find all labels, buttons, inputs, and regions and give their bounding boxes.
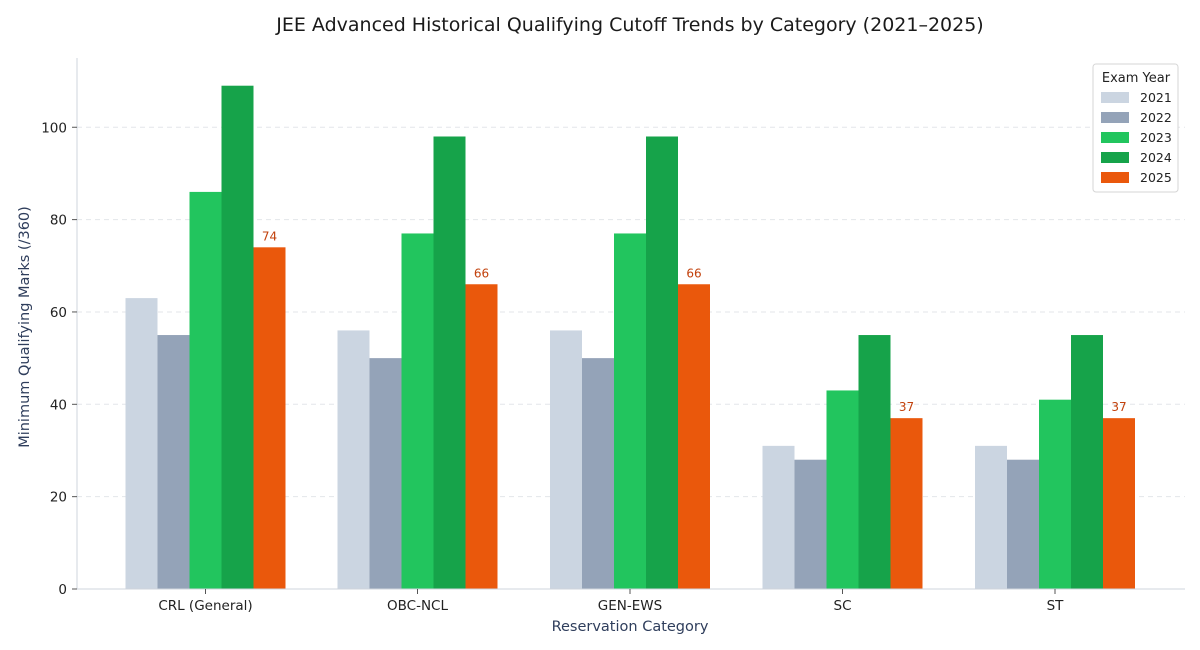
- bar-2022-3: [794, 459, 827, 589]
- bar-2023-4: [1039, 399, 1071, 589]
- y-tick-label: 20: [50, 490, 67, 506]
- legend-swatch-2025: [1101, 172, 1129, 183]
- bar-2023-1: [401, 233, 434, 589]
- legend-label-2023: 2023: [1140, 130, 1172, 145]
- bar-2025-4: [1103, 418, 1135, 589]
- legend-label-2022: 2022: [1140, 110, 1172, 125]
- legend-title: Exam Year: [1102, 71, 1171, 86]
- bar-2022-4: [1007, 459, 1039, 589]
- x-tick-label: SC: [834, 598, 852, 614]
- data-label: 37: [899, 400, 914, 414]
- bar-2024-3: [858, 335, 891, 589]
- bar-2024-1: [433, 136, 466, 589]
- bar-2024-4: [1071, 335, 1103, 589]
- legend-label-2024: 2024: [1140, 150, 1172, 165]
- bar-2022-2: [582, 358, 614, 589]
- legend-swatch-2024: [1101, 152, 1129, 163]
- bar-2021-0: [125, 298, 158, 589]
- data-label: 37: [1111, 400, 1126, 414]
- x-tick-label: ST: [1047, 598, 1065, 614]
- bar-2025-0: [253, 247, 286, 589]
- y-axis-label: Minimum Qualifying Marks (/360): [17, 206, 33, 448]
- data-labels: 74 66 66 37 37: [262, 229, 1127, 414]
- axes: [76, 58, 1185, 590]
- legend-label-2025: 2025: [1140, 170, 1172, 185]
- legend-swatch-2023: [1101, 132, 1129, 143]
- legend: Exam Year 2021 2022 2023 2024 2025: [1092, 63, 1179, 193]
- bar-2025-1: [465, 284, 498, 589]
- y-axis-ticks: 0 20 40 60 80 100: [41, 120, 77, 598]
- x-tick-label: GEN-EWS: [598, 598, 662, 614]
- legend-swatch-2021: [1101, 92, 1129, 103]
- bar-2025-3: [890, 418, 923, 589]
- bar-2024-0: [221, 85, 254, 589]
- bar-2021-2: [550, 330, 582, 589]
- bar-2021-3: [762, 445, 795, 589]
- bar-2023-0: [189, 191, 222, 589]
- bar-2021-4: [975, 445, 1007, 589]
- y-tick-label: 0: [58, 582, 67, 598]
- bar-2024-2: [646, 136, 678, 589]
- bar-2023-2: [614, 233, 646, 589]
- legend-swatch-2022: [1101, 112, 1129, 123]
- chart-title: JEE Advanced Historical Qualifying Cutof…: [275, 14, 983, 36]
- y-tick-label: 40: [50, 397, 67, 413]
- data-label: 66: [686, 266, 701, 280]
- y-tick-label: 80: [50, 213, 67, 229]
- y-tick-label: 100: [41, 120, 67, 136]
- bar-2023-3: [826, 390, 859, 589]
- x-tick-label: OBC-NCL: [387, 598, 448, 614]
- bar-2021-1: [337, 330, 370, 589]
- data-label: 66: [474, 266, 489, 280]
- bar-2022-1: [369, 358, 402, 589]
- y-tick-label: 60: [50, 305, 67, 321]
- bars: [125, 85, 1135, 589]
- x-axis-label: Reservation Category: [552, 619, 709, 635]
- data-label: 74: [262, 229, 277, 243]
- x-tick-label: CRL (General): [158, 598, 252, 614]
- legend-label-2021: 2021: [1140, 90, 1172, 105]
- bar-2022-0: [157, 335, 190, 589]
- bar-2025-2: [678, 284, 710, 589]
- x-axis-ticks: CRL (General) OBC-NCL GEN-EWS SC ST: [158, 589, 1064, 614]
